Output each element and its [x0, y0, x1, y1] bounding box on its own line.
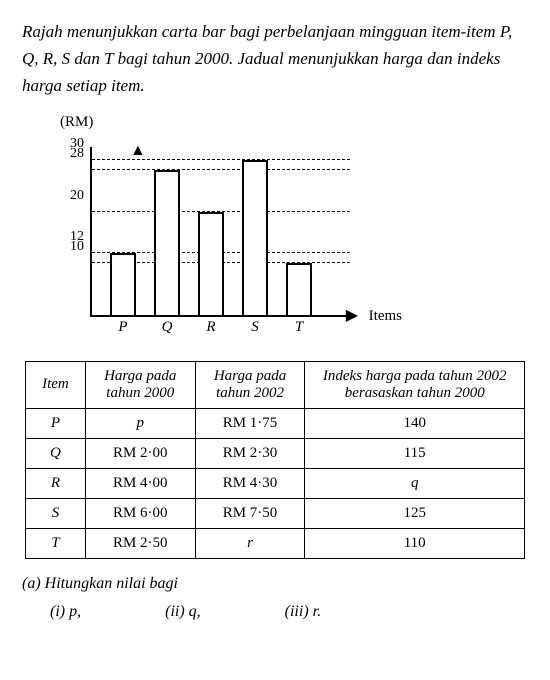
bar-chart: ▲ ▶ Items 1012202830PQRST: [46, 133, 386, 343]
table-cell: p: [85, 408, 195, 438]
table-row: RRM 4·00RM 4·30q: [26, 468, 525, 498]
table-row: QRM 2·00RM 2·30115: [26, 438, 525, 468]
chart-container: (RM) ▲ ▶ Items 1012202830PQRST: [46, 114, 528, 343]
table-header-cell: Harga pada tahun 2000: [85, 361, 195, 408]
table-cell: q: [305, 468, 525, 498]
y-tick-label: 12: [70, 229, 84, 245]
y-axis-arrow-icon: ▲: [130, 143, 146, 159]
table-cell: RM 1·75: [195, 408, 305, 438]
table-header-cell: Indeks harga pada tahun 2002 berasaskan …: [305, 361, 525, 408]
plot-area: ▲ ▶ Items 1012202830PQRST: [90, 147, 350, 317]
table-cell: RM 2·30: [195, 438, 305, 468]
table-cell: RM 6·00: [85, 498, 195, 528]
sub-i: (i) p,: [50, 603, 81, 621]
intro-line1c: bagi tahun 2000. Jadual menunjukkan harg…: [113, 49, 452, 68]
x-category-label: R: [198, 319, 224, 336]
question-subs: (i) p, (ii) q, (iii) r.: [50, 603, 528, 621]
question-part-a: (a) Hitungkan nilai bagi: [22, 575, 528, 593]
table-cell: RM 4·00: [85, 468, 195, 498]
sub-iii: (iii) r.: [285, 603, 321, 621]
gridline: [92, 169, 350, 170]
table-cell: 115: [305, 438, 525, 468]
x-category-label: S: [242, 319, 268, 336]
table-cell: RM 4·30: [195, 468, 305, 498]
table-row: SRM 6·00RM 7·50125: [26, 498, 525, 528]
table-cell: 110: [305, 528, 525, 558]
table-row: PpRM 1·75140: [26, 408, 525, 438]
x-category-label: T: [286, 319, 312, 336]
sub-ii: (ii) q,: [165, 603, 201, 621]
y-tick-label: 20: [70, 188, 84, 204]
gridline: [92, 159, 350, 160]
table-cell: T: [26, 528, 86, 558]
x-axis-arrow-icon: ▶: [346, 308, 358, 324]
table-cell: R: [26, 468, 86, 498]
table-cell: RM 7·50: [195, 498, 305, 528]
table-row: TRM 2·50r110: [26, 528, 525, 558]
table-header-row: ItemHarga pada tahun 2000Harga pada tahu…: [26, 361, 525, 408]
bar-Q: [154, 170, 180, 314]
x-axis-label: Items: [369, 308, 402, 325]
price-index-table: ItemHarga pada tahun 2000Harga pada tahu…: [25, 361, 525, 559]
intro-text: Rajah menunjukkan carta bar bagi perbela…: [22, 18, 528, 100]
table-cell: Q: [26, 438, 86, 468]
table-header-cell: Harga pada tahun 2002: [195, 361, 305, 408]
bar-R: [198, 212, 224, 315]
table-cell: r: [195, 528, 305, 558]
intro-line1a: Rajah menunjukkan carta bar bagi perbela…: [22, 22, 496, 41]
table-cell: RM 2·00: [85, 438, 195, 468]
x-category-label: P: [110, 319, 136, 336]
bar-T: [286, 263, 312, 315]
y-tick-label: 30: [70, 136, 84, 152]
bar-S: [242, 160, 268, 315]
table-cell: 125: [305, 498, 525, 528]
table-cell: P: [26, 408, 86, 438]
y-axis-label: (RM): [60, 114, 528, 131]
bar-P: [110, 253, 136, 315]
table-cell: 140: [305, 408, 525, 438]
table-body: PpRM 1·75140QRM 2·00RM 2·30115RRM 4·00RM…: [26, 408, 525, 558]
table-cell: RM 2·50: [85, 528, 195, 558]
table-cell: S: [26, 498, 86, 528]
table-header-cell: Item: [26, 361, 86, 408]
x-category-label: Q: [154, 319, 180, 336]
